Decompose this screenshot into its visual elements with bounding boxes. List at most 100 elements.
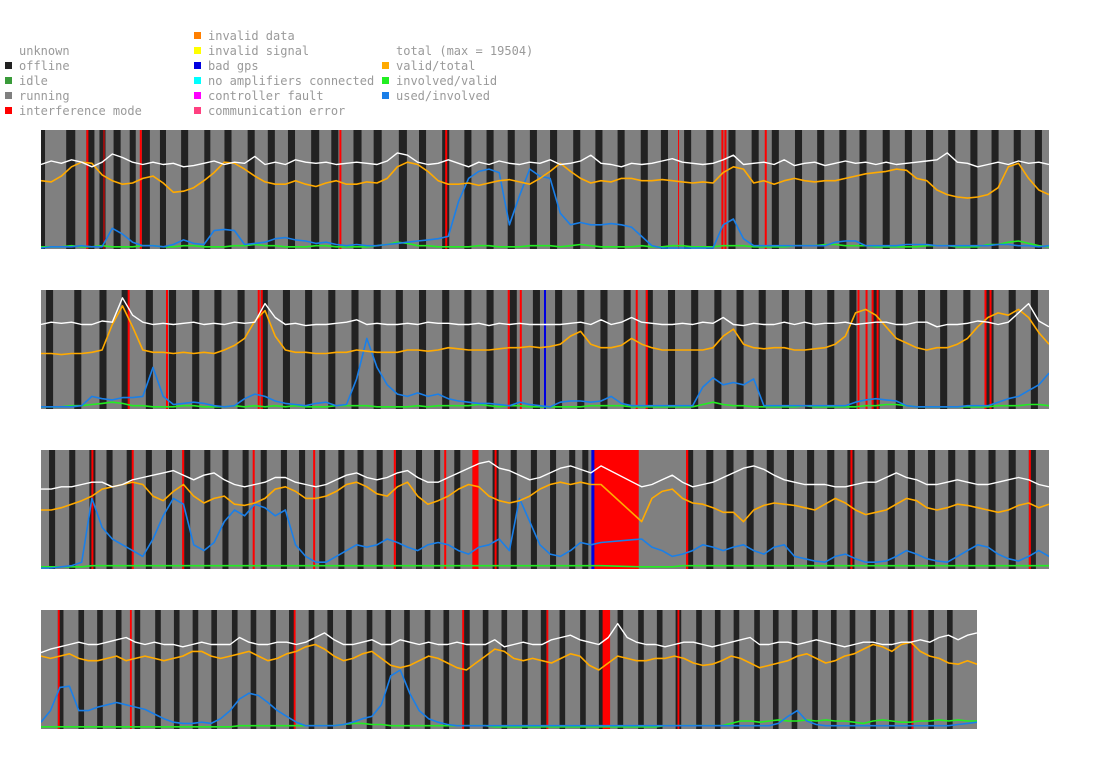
legend-swatch	[5, 92, 12, 99]
legend-swatch	[194, 47, 201, 54]
interference-band	[165, 290, 169, 409]
offline-band	[598, 610, 605, 729]
offline-band	[645, 290, 653, 409]
offline-band	[331, 130, 339, 249]
offline-band	[817, 130, 825, 249]
legend-label: offline	[19, 59, 70, 73]
legend-item-total: total (max = 19504)	[382, 44, 533, 59]
interference-band	[645, 290, 648, 409]
offline-band	[211, 610, 217, 729]
interference-band	[850, 450, 853, 569]
legend-label: interference mode	[19, 104, 142, 118]
interference-band	[686, 450, 689, 569]
offline-band	[395, 290, 403, 409]
interference-band	[445, 130, 448, 249]
chart-plot	[41, 450, 1049, 569]
offline-band	[1008, 450, 1016, 569]
offline-band	[882, 130, 890, 249]
offline-band	[69, 450, 76, 569]
chart-plot	[41, 130, 1049, 249]
offline-band	[827, 290, 835, 409]
offline-band	[145, 450, 152, 569]
interference-band	[393, 450, 396, 569]
used-series-line	[41, 497, 1049, 569]
interference-band	[127, 290, 130, 409]
offline-band	[509, 290, 517, 409]
offline-band	[510, 450, 517, 569]
offline-band	[181, 130, 189, 249]
offline-band	[398, 130, 407, 249]
offline-band	[395, 450, 402, 569]
offline-band	[872, 290, 880, 409]
offline-band	[280, 450, 287, 569]
offline-band	[706, 130, 714, 249]
offline-band	[714, 610, 721, 729]
interference-band	[131, 450, 134, 569]
offline-band	[353, 130, 362, 249]
offline-band	[684, 130, 692, 249]
offline-band	[726, 450, 734, 569]
offline-band	[424, 610, 431, 729]
interference-band	[1028, 450, 1031, 569]
total-series-line	[41, 460, 1049, 490]
legend-label: communication error	[208, 104, 346, 118]
offline-band	[86, 130, 95, 249]
offline-band	[434, 450, 441, 569]
offline-band	[442, 290, 450, 409]
offline-band	[464, 130, 472, 249]
offline-band	[419, 290, 427, 409]
offline-band	[419, 130, 427, 249]
offline-band	[569, 450, 576, 569]
offline-band	[577, 290, 585, 409]
valid-series-line	[41, 641, 977, 671]
offline-band	[928, 610, 934, 729]
legend-item-bad-gps: bad gps	[194, 59, 259, 74]
offline-band	[794, 130, 803, 249]
offline-band	[115, 610, 122, 729]
offline-band	[766, 450, 774, 569]
interference-band	[257, 290, 260, 409]
offline-band	[617, 130, 625, 249]
interference-band	[871, 290, 874, 409]
offline-band	[686, 450, 694, 569]
offline-band	[192, 290, 200, 409]
offline-band	[640, 130, 648, 249]
offline-band	[486, 130, 494, 249]
interference-band	[546, 610, 549, 729]
offline-band	[582, 450, 589, 569]
offline-band	[454, 450, 461, 569]
legend-item-used-involved: used/involved	[382, 89, 490, 104]
interference-band	[139, 130, 142, 249]
legend-label: involved/valid	[396, 74, 498, 88]
legend-item-offline: offline	[5, 59, 70, 74]
offline-band	[346, 610, 352, 729]
legend-label: valid/total	[396, 59, 476, 73]
legend-label: invalid signal	[208, 44, 310, 58]
offline-band	[507, 130, 515, 249]
interference-band	[91, 450, 94, 569]
offline-band	[482, 610, 489, 729]
offline-band	[696, 610, 702, 729]
interference-band	[876, 290, 879, 409]
offline-band	[134, 610, 141, 729]
interference-band	[129, 610, 132, 729]
legend-label: controller fault	[208, 89, 324, 103]
involved-series-line	[41, 719, 977, 728]
interference-band	[724, 130, 727, 249]
legend-label: unknown	[19, 44, 70, 58]
offline-band	[404, 610, 410, 729]
legend-swatch	[5, 107, 12, 114]
offline-band	[714, 290, 722, 409]
legend-label: used/involved	[396, 89, 490, 103]
valid-series-line	[41, 481, 1049, 523]
offline-band	[224, 130, 232, 249]
interference-band	[260, 290, 263, 409]
offline-band	[907, 610, 914, 729]
offline-band	[849, 290, 857, 409]
involved-series-line	[41, 564, 1049, 568]
legend-item-controller-fault: controller fault	[194, 89, 324, 104]
offline-band	[733, 610, 740, 729]
total-series-line	[41, 622, 977, 654]
offline-band	[706, 450, 714, 569]
offline-band	[887, 450, 895, 569]
